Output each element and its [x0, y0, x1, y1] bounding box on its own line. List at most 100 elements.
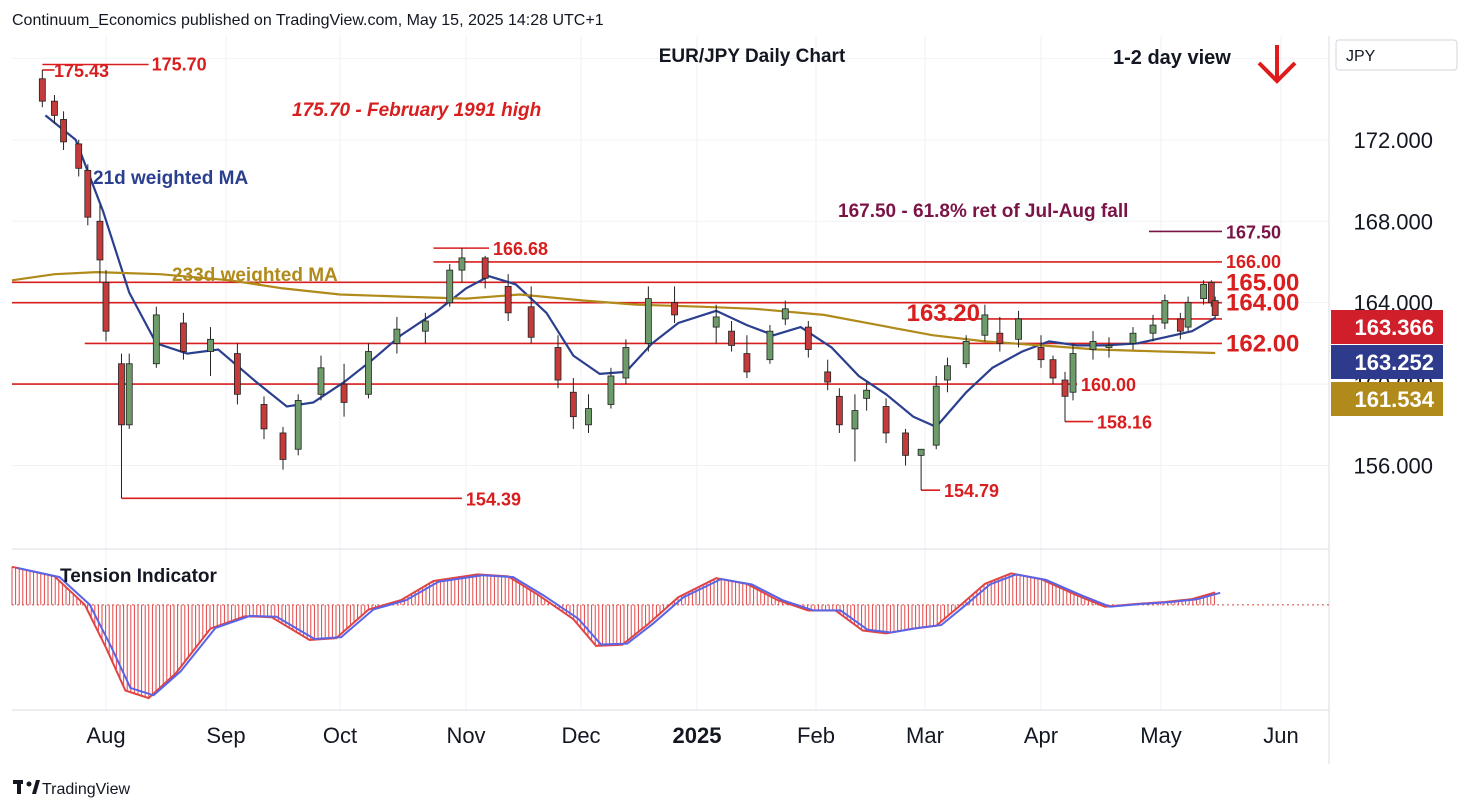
- candle-body: [1049, 359, 1057, 379]
- candle-body: [279, 432, 287, 460]
- price-tick-label: 168.000: [1353, 209, 1433, 234]
- candle-body: [1089, 340, 1097, 350]
- candle-body: [60, 119, 67, 143]
- time-tick-label: Apr: [1024, 723, 1058, 748]
- candle-body: [51, 100, 58, 116]
- candle-body: [1037, 347, 1045, 361]
- time-tick-label: Sep: [206, 723, 245, 748]
- time-tick-label: Mar: [906, 723, 944, 748]
- candle-body: [421, 320, 429, 332]
- candle-body: [96, 220, 104, 261]
- candle-body: [317, 367, 325, 395]
- candle-body: [1129, 332, 1137, 344]
- price-tag: [1331, 382, 1443, 416]
- candle-body: [766, 330, 774, 361]
- candle-body: [1176, 318, 1184, 332]
- candle-body: [1211, 300, 1219, 316]
- ma233-label: 233d weighted MA: [172, 265, 338, 286]
- ma21-label: 21d weighted MA: [93, 168, 248, 189]
- feb1991-note: 175.70 - February 1991 high: [292, 100, 541, 121]
- candle-body: [1200, 283, 1207, 300]
- candle-body: [180, 322, 187, 352]
- candles: [38, 69, 1219, 499]
- candle-body: [1105, 345, 1113, 348]
- candle-body: [944, 365, 951, 381]
- candle-body: [504, 285, 512, 314]
- candle-body: [481, 257, 489, 279]
- view-label: 1-2 day view: [1113, 47, 1231, 69]
- candle-body: [1149, 324, 1157, 334]
- candle-body: [917, 448, 925, 456]
- time-tick-label: May: [1140, 723, 1182, 748]
- candle-body: [294, 399, 302, 450]
- candle-body: [233, 353, 241, 395]
- price-tags: 163.366 163.252 161.534: [1331, 310, 1443, 416]
- candle-body: [38, 78, 46, 102]
- level-label-175-43: 175.43: [54, 61, 109, 81]
- time-axis[interactable]: Aug Sep Oct Nov Dec 2025 Feb Mar Apr May Jun: [86, 723, 1298, 748]
- retracement-note: 167.50 - 61.8% ret of Jul-Aug fall: [838, 201, 1128, 222]
- time-tick-label: 2025: [673, 723, 722, 748]
- currency-label: JPY: [1346, 48, 1376, 65]
- candle-body: [554, 347, 562, 381]
- level-label-165-00: 165.00: [1226, 269, 1299, 296]
- time-tick-label: Nov: [446, 723, 485, 748]
- candle-body: [102, 281, 110, 332]
- ma21-line: [44, 114, 1216, 429]
- candle-body: [1184, 302, 1192, 328]
- level-label-163-20: 163.20: [907, 300, 980, 327]
- candle-body: [458, 257, 466, 271]
- level-label-162-00: 162.00: [1226, 330, 1299, 357]
- candle-body: [585, 408, 592, 426]
- candle-body: [835, 395, 843, 426]
- candle-body: [125, 363, 133, 426]
- price-tag: [1331, 310, 1443, 344]
- candle-body: [1069, 353, 1077, 393]
- moving-averages: [11, 114, 1216, 429]
- candle-body: [393, 328, 401, 344]
- candle-body: [622, 347, 630, 379]
- price-tick-label: 156.000: [1353, 454, 1433, 479]
- tension-slow-line: [16, 566, 1221, 697]
- candle-body: [1161, 300, 1169, 324]
- tradingview-logo-icon: [13, 780, 40, 794]
- candle-body: [260, 404, 268, 430]
- price-tick-label: 172.000: [1353, 128, 1433, 153]
- candle-body: [932, 385, 940, 446]
- level-labels: 175.70 175.43 167.50 166.68 166.00165.00164.…: [54, 55, 1299, 510]
- time-tick-label: Oct: [323, 723, 357, 748]
- publisher-line: Continuum_Economics published on Trading…: [12, 12, 604, 29]
- level-label-158-16: 158.16: [1097, 413, 1152, 433]
- candle-body: [902, 432, 909, 456]
- candle-body: [84, 169, 92, 218]
- candle-body: [743, 353, 751, 373]
- time-tick-label: Jun: [1263, 723, 1298, 748]
- price-tag-label: 161.534: [1354, 387, 1434, 412]
- currency-box[interactable]: [1335, 39, 1458, 71]
- candle-body: [118, 363, 125, 426]
- price-tag-label: 163.252: [1354, 350, 1434, 375]
- level-label-167-50: 167.50: [1226, 222, 1281, 242]
- candle-body: [996, 332, 1004, 344]
- level-label-164-00: 164.00: [1226, 290, 1299, 317]
- chart-title: EUR/JPY Daily Chart: [659, 46, 846, 67]
- ma233-line: [11, 270, 1216, 355]
- down-arrow-icon: [1257, 45, 1297, 84]
- candle-body: [607, 375, 615, 405]
- candle-body: [644, 298, 652, 344]
- candle-body: [781, 308, 789, 320]
- candle-body: [365, 351, 372, 395]
- tension-indicator-label: Tension Indicator: [60, 566, 218, 587]
- candle-body: [569, 391, 577, 418]
- candle-body: [981, 314, 989, 336]
- time-tick-label: Dec: [561, 723, 600, 748]
- candle-body: [527, 306, 535, 338]
- level-label-175-70: 175.70: [152, 55, 207, 75]
- level-label-160-00: 160.00: [1081, 375, 1136, 395]
- candle-body: [671, 302, 678, 316]
- candle-body: [152, 314, 160, 365]
- candle-body: [1207, 281, 1215, 304]
- candle-body: [804, 326, 812, 350]
